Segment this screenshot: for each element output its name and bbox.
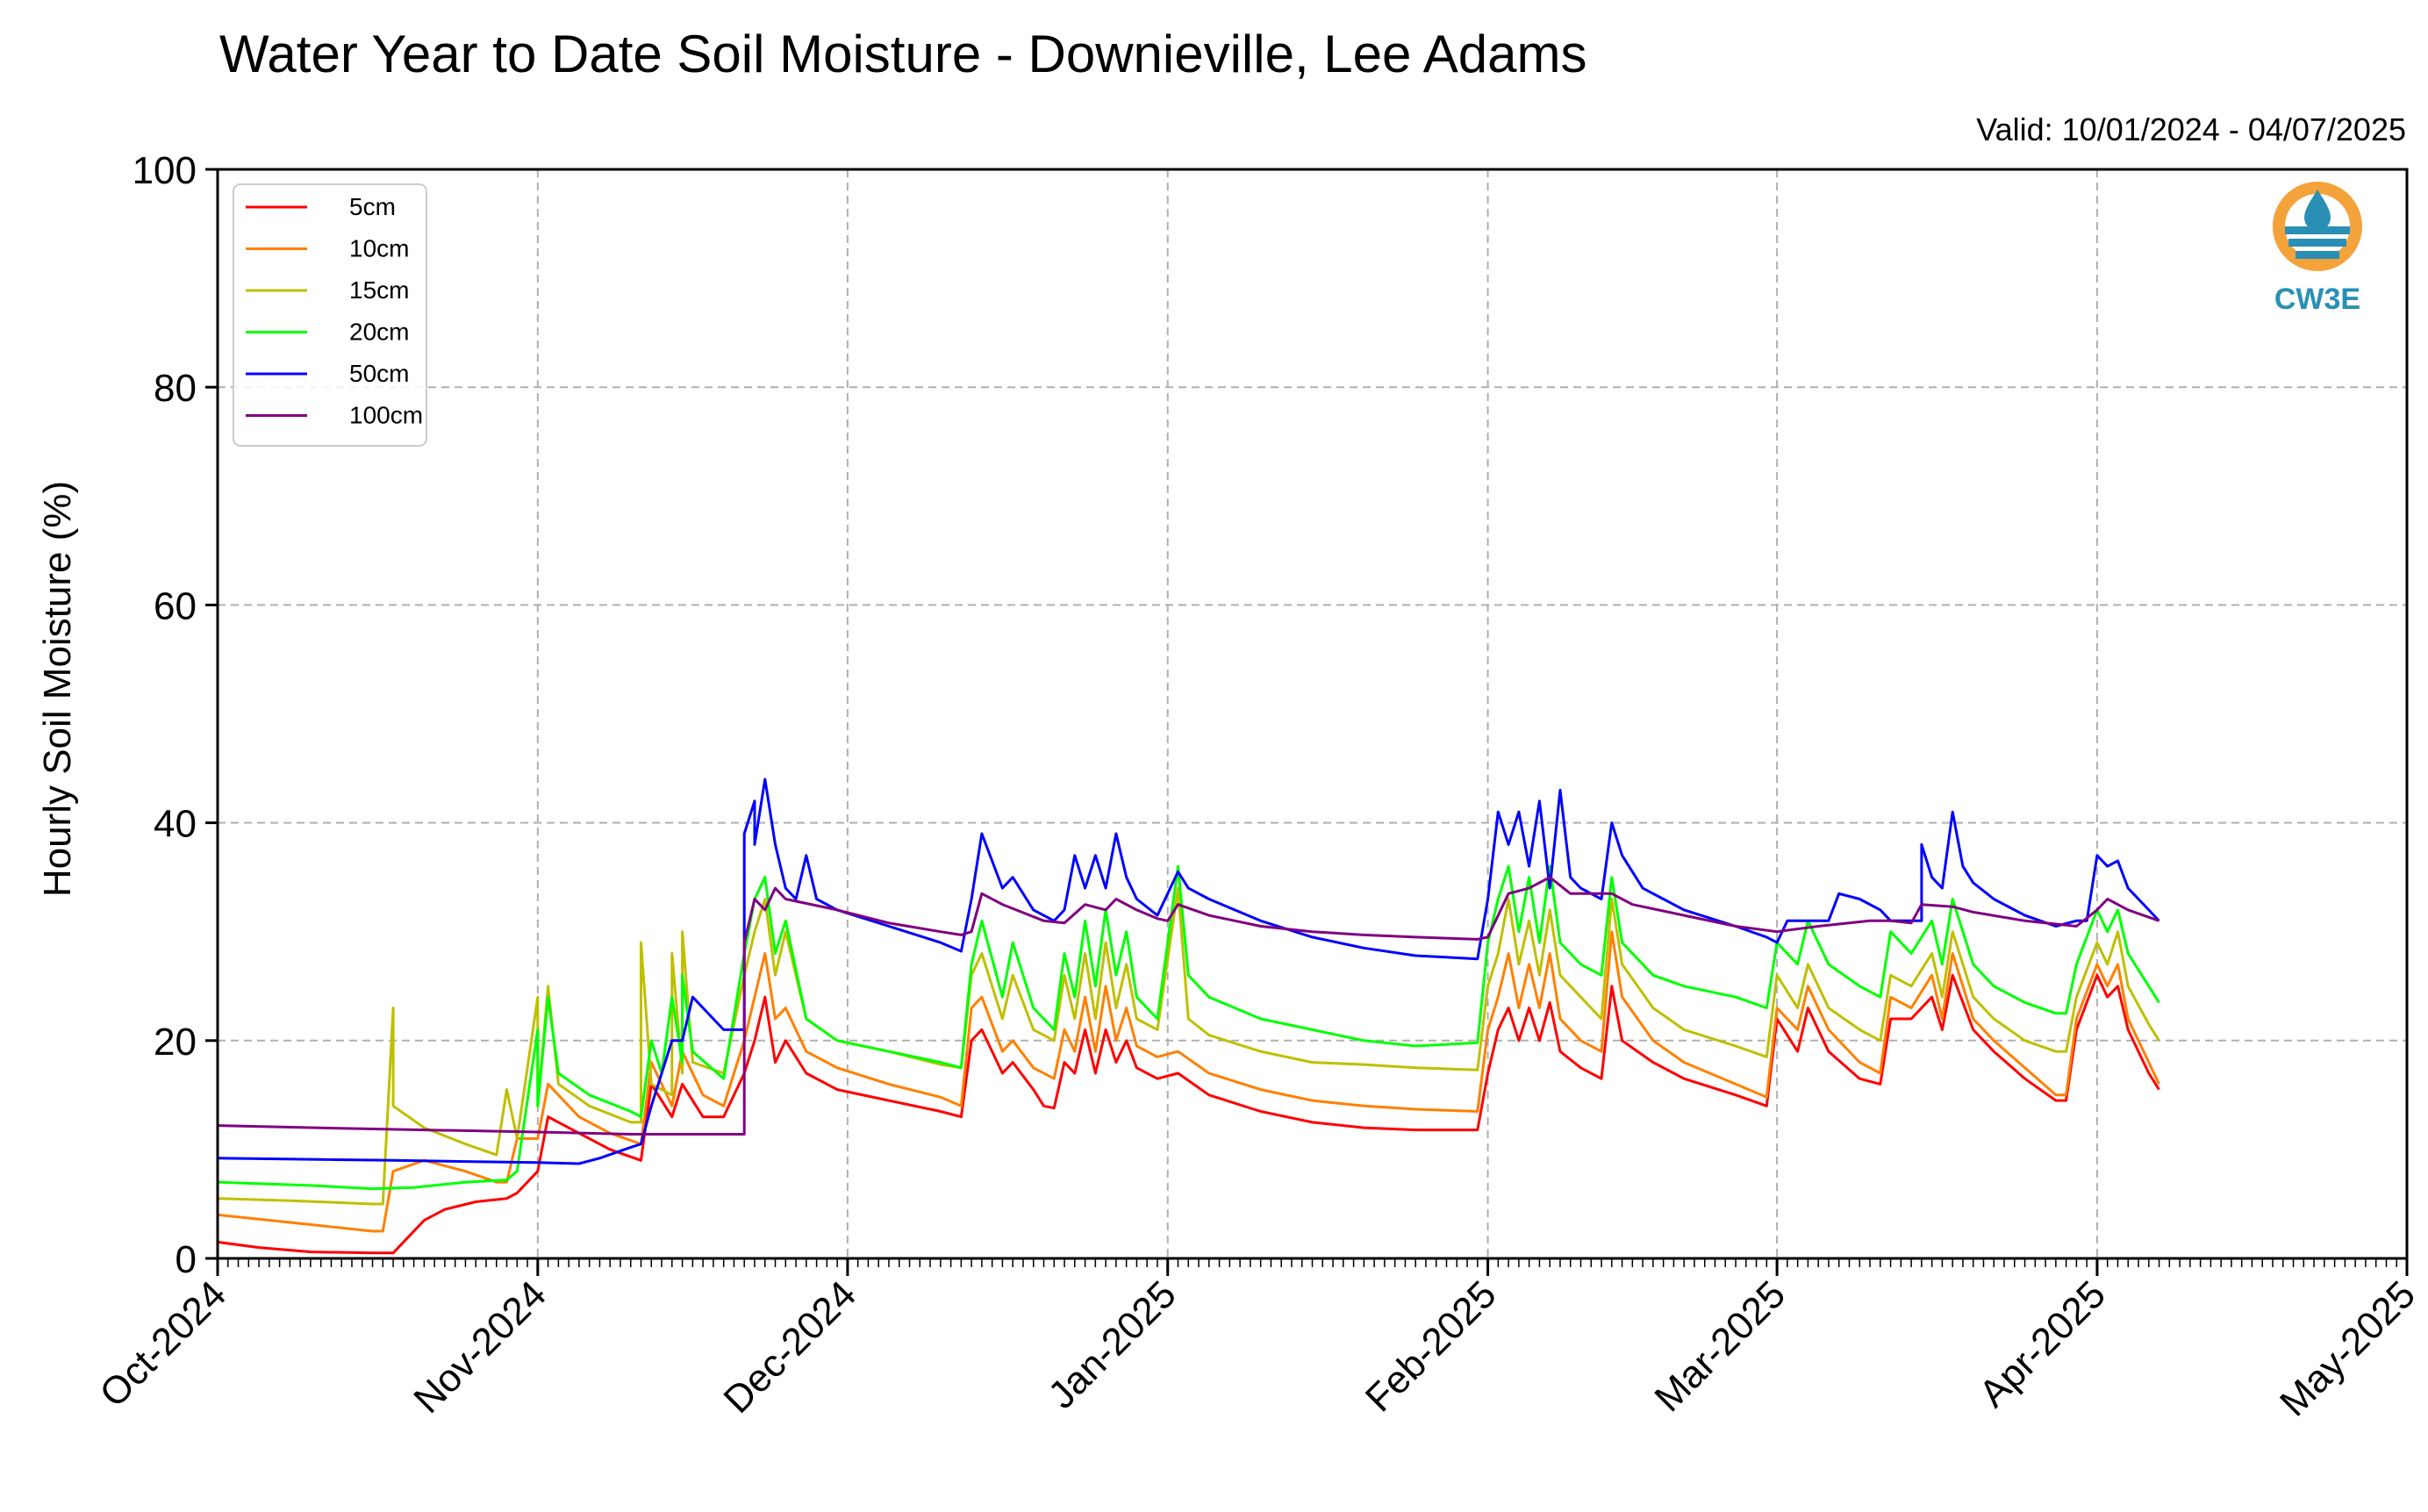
y-tick-label: 0 xyxy=(175,1238,197,1281)
legend-label-5cm: 5cm xyxy=(349,193,396,220)
series-line-10cm xyxy=(217,930,2160,1233)
chart-title: Water Year to Date Soil Moisture - Downi… xyxy=(219,25,1587,83)
valid-date-range: Valid: 10/01/2024 - 04/07/2025 xyxy=(1976,111,2406,147)
legend-label-10cm: 10cm xyxy=(349,235,409,262)
legend-label-100cm: 100cm xyxy=(349,402,423,429)
logo-text: CW3E xyxy=(2274,283,2360,316)
series-line-20cm xyxy=(217,864,2160,1191)
y-axis-label: Hourly Soil Moisture (%) xyxy=(36,481,79,897)
cw3e-logo: CW3E xyxy=(2273,182,2362,316)
series-line-50cm xyxy=(217,777,2160,1165)
legend-label-50cm: 50cm xyxy=(349,360,409,387)
series-line-100cm xyxy=(217,876,2159,1136)
y-tick-label: 100 xyxy=(133,149,197,192)
y-tick-label: 80 xyxy=(154,367,197,410)
y-tick-label: 60 xyxy=(154,584,197,627)
series-lines xyxy=(217,777,2160,1255)
grid-lines xyxy=(218,169,2407,1258)
y-tick-label: 40 xyxy=(154,803,197,846)
logo-ring xyxy=(2273,182,2362,271)
droplet-icon xyxy=(2304,190,2331,231)
logo-water-band-3 xyxy=(2295,251,2339,259)
series-line-5cm xyxy=(217,973,2160,1255)
series-line-15cm xyxy=(217,886,2160,1206)
legend-label-20cm: 20cm xyxy=(349,319,409,346)
y-tick-label: 20 xyxy=(154,1021,197,1064)
legend: 5cm 10cm 15cm 20cm 50cm 100cm xyxy=(233,183,427,447)
logo-water-band-2 xyxy=(2288,239,2346,247)
legend-label-15cm: 15cm xyxy=(349,276,409,304)
